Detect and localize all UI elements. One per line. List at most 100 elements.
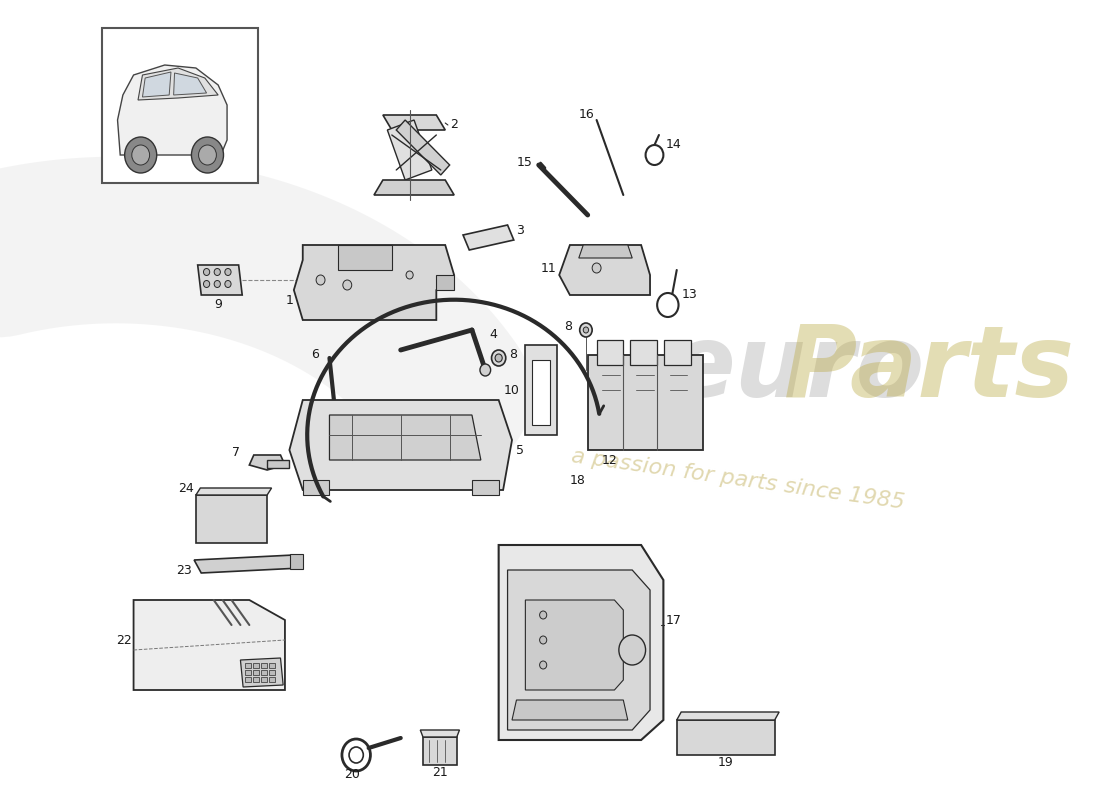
Text: 12: 12 — [602, 454, 618, 466]
Bar — [268, 677, 275, 682]
Polygon shape — [250, 455, 285, 470]
Polygon shape — [664, 340, 691, 365]
Polygon shape — [339, 245, 392, 270]
Bar — [253, 670, 260, 675]
Polygon shape — [437, 275, 454, 290]
Circle shape — [540, 661, 547, 669]
Polygon shape — [194, 555, 301, 573]
Bar — [261, 677, 267, 682]
Circle shape — [316, 275, 324, 285]
Polygon shape — [676, 712, 779, 720]
Bar — [253, 677, 260, 682]
Polygon shape — [196, 488, 272, 495]
Text: 9: 9 — [214, 298, 222, 311]
Text: 11: 11 — [541, 262, 557, 274]
Text: 22: 22 — [116, 634, 132, 646]
Polygon shape — [396, 120, 450, 175]
Polygon shape — [133, 600, 285, 690]
Polygon shape — [289, 400, 512, 490]
Bar — [245, 670, 251, 675]
Polygon shape — [472, 480, 498, 495]
Bar — [268, 663, 275, 668]
Polygon shape — [374, 180, 454, 195]
Polygon shape — [420, 730, 460, 737]
Bar — [245, 677, 251, 682]
Text: 17: 17 — [667, 614, 682, 626]
Polygon shape — [526, 600, 624, 690]
Text: 23: 23 — [176, 563, 191, 577]
Text: a passion for parts since 1985: a passion for parts since 1985 — [570, 446, 905, 514]
Circle shape — [224, 269, 231, 275]
Circle shape — [580, 323, 592, 337]
Polygon shape — [532, 360, 550, 425]
Bar — [261, 670, 267, 675]
Polygon shape — [507, 570, 650, 730]
Bar — [290, 554, 303, 569]
Polygon shape — [138, 68, 218, 100]
Circle shape — [224, 281, 231, 287]
Circle shape — [191, 137, 223, 173]
Circle shape — [583, 327, 588, 333]
Bar — [268, 670, 275, 675]
Polygon shape — [118, 65, 227, 155]
Polygon shape — [330, 415, 481, 460]
Polygon shape — [559, 245, 650, 295]
Text: euro: euro — [668, 322, 925, 418]
Text: 10: 10 — [504, 383, 520, 397]
Polygon shape — [596, 340, 624, 365]
Circle shape — [495, 354, 503, 362]
Circle shape — [406, 271, 414, 279]
Bar — [261, 663, 267, 668]
Polygon shape — [579, 245, 632, 258]
Polygon shape — [676, 720, 774, 755]
Bar — [267, 460, 289, 468]
Polygon shape — [198, 265, 242, 295]
Polygon shape — [526, 345, 557, 435]
Text: 19: 19 — [718, 755, 734, 769]
Text: 13: 13 — [681, 289, 697, 302]
Circle shape — [199, 145, 217, 165]
Text: Parts: Parts — [783, 322, 1075, 418]
Circle shape — [214, 281, 220, 287]
Circle shape — [480, 364, 491, 376]
Bar — [102, 28, 258, 183]
Polygon shape — [630, 340, 657, 365]
Circle shape — [592, 263, 601, 273]
Text: 14: 14 — [667, 138, 682, 151]
Text: 15: 15 — [517, 155, 532, 169]
Circle shape — [204, 269, 210, 275]
Circle shape — [204, 281, 210, 287]
Bar — [245, 663, 251, 668]
Circle shape — [540, 636, 547, 644]
Text: 6: 6 — [311, 349, 319, 362]
Circle shape — [343, 280, 352, 290]
Polygon shape — [463, 225, 514, 250]
Circle shape — [540, 611, 547, 619]
Bar — [253, 663, 260, 668]
Circle shape — [214, 269, 220, 275]
Circle shape — [124, 137, 156, 173]
Text: 21: 21 — [432, 766, 448, 779]
Polygon shape — [387, 120, 432, 180]
Bar — [424, 737, 456, 765]
Text: 24: 24 — [178, 482, 194, 494]
Polygon shape — [174, 73, 207, 95]
Polygon shape — [512, 700, 628, 720]
Text: 16: 16 — [579, 109, 595, 122]
Bar — [196, 495, 267, 543]
Text: 20: 20 — [344, 769, 360, 782]
Text: 8: 8 — [509, 349, 517, 362]
Circle shape — [132, 145, 150, 165]
Text: 4: 4 — [490, 329, 497, 342]
Text: 8: 8 — [564, 321, 573, 334]
Text: 1: 1 — [286, 294, 294, 306]
Polygon shape — [302, 480, 330, 495]
Polygon shape — [294, 245, 454, 320]
Circle shape — [619, 635, 646, 665]
Circle shape — [492, 350, 506, 366]
Polygon shape — [241, 658, 283, 687]
Polygon shape — [383, 115, 446, 130]
Text: 2: 2 — [450, 118, 458, 131]
Polygon shape — [143, 72, 170, 97]
Text: 3: 3 — [517, 223, 525, 237]
